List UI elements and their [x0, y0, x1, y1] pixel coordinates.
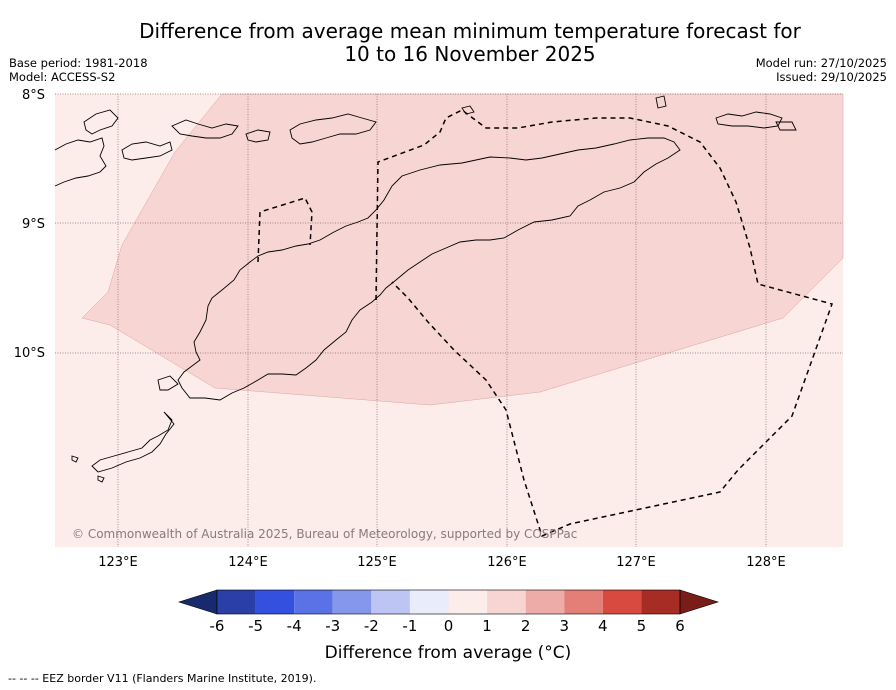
title-line-2: 10 to 16 November 2025 [344, 42, 596, 66]
lon-label-128e: 128°E [746, 555, 786, 570]
lon-label-126e: 126°E [487, 555, 527, 570]
colorbar-tick-label: -3 [325, 617, 340, 635]
colorbar-tick-label: 5 [637, 617, 647, 635]
rote-coastline [91, 411, 175, 473]
meta-left: Base period: 1981-2018 Model: ACCESS-S2 [9, 56, 148, 84]
colorbar-under-triangle [178, 589, 218, 615]
issued-date: Issued: 29/10/2025 [776, 70, 887, 84]
colorbar-bin [525, 590, 565, 614]
lat-label-10s: 10°S [14, 346, 45, 361]
ndao-coastline [71, 455, 79, 463]
lat-label-9s: 9°S [22, 217, 45, 232]
colorbar-bin [255, 590, 295, 614]
meta-right: Model run: 27/10/2025 Issued: 29/10/2025 [756, 56, 887, 84]
colorbar-tick-label: 3 [559, 617, 569, 635]
leti-coastline [655, 95, 667, 109]
base-period: Base period: 1981-2018 [9, 56, 148, 70]
gridlines [55, 93, 843, 547]
wetar-coastline [289, 113, 377, 145]
semau-coastline [157, 375, 179, 391]
lon-label-127e: 127°E [616, 555, 656, 570]
colorbar-bin [294, 590, 333, 614]
colorbar-title: Difference from average (°C) [324, 643, 572, 663]
coastlines [54, 95, 797, 483]
eez-note: -- -- -- EEZ border V11 (Flanders Marine… [8, 672, 317, 685]
colorbar-bin [641, 590, 680, 614]
latitude-labels: 8°S 9°S 10°S [14, 88, 45, 361]
model-run: Model run: 27/10/2025 [755, 56, 887, 70]
colorbar-bin [448, 590, 488, 614]
colorbar-tick-label: 4 [598, 617, 608, 635]
colorbar-tick-label: 6 [675, 617, 685, 635]
colorbar-bin [371, 590, 410, 614]
colorbar-bin [409, 590, 449, 614]
colorbar: -6 -5 -4 -3 -2 -1 0 1 2 3 4 5 6 [178, 589, 719, 635]
colorbar-bin [217, 590, 256, 614]
colorbar-tick-label: -4 [287, 617, 302, 635]
colorbar-bin [564, 590, 603, 614]
colorbar-bin [602, 590, 642, 614]
page-title: Difference from average mean minimum tem… [100, 20, 840, 66]
colorbar-bin [332, 590, 372, 614]
lembata-coastline [83, 109, 119, 135]
colorbar-border [216, 589, 681, 615]
timor-coastline [177, 137, 681, 401]
copyright-text: © Commonwealth of Australia 2025, Bureau… [72, 527, 577, 541]
colorbar-tick-label: 2 [521, 617, 531, 635]
colorbar-tick-label: -6 [210, 617, 225, 635]
lon-label-125e: 125°E [357, 555, 397, 570]
colorbar-tick-label: 0 [444, 617, 454, 635]
atauro-coastline [245, 129, 271, 143]
colorbar-over-triangle [679, 589, 719, 615]
longitude-labels: 123°E 124°E 125°E 126°E 127°E 128°E [98, 555, 786, 570]
title-line-1: Difference from average mean minimum tem… [139, 19, 801, 43]
anomaly-region-1-2 [81, 93, 844, 406]
lon-label-124e: 124°E [228, 555, 268, 570]
colorbar-tick-label: 1 [482, 617, 492, 635]
lat-label-8s: 8°S [22, 88, 45, 103]
sawu-coastline [97, 475, 105, 483]
pantar-coastline [121, 141, 173, 161]
colorbar-tick-label: -5 [248, 617, 263, 635]
model-name: Model: ACCESS-S2 [9, 70, 116, 84]
alor-coastline [171, 119, 239, 139]
colorbar-bin [487, 590, 526, 614]
lon-label-123e: 123°E [98, 555, 138, 570]
eez-border [257, 109, 833, 538]
sermata-coastline [775, 121, 797, 131]
flores-coastline [54, 137, 107, 187]
colorbar-tick-label: -1 [402, 617, 417, 635]
colorbar-tick-label: -2 [364, 617, 379, 635]
